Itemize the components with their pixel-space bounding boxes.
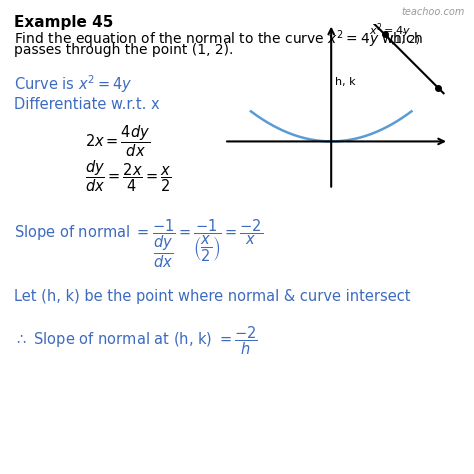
Text: Curve is $x^2 = 4y$: Curve is $x^2 = 4y$ bbox=[14, 73, 133, 95]
Text: $x^2 = 4y$: $x^2 = 4y$ bbox=[369, 21, 410, 40]
Text: Find the equation of the normal to the curve $x^2 = 4y$ which: Find the equation of the normal to the c… bbox=[14, 28, 423, 50]
Text: Differentiate w.r.t. x: Differentiate w.r.t. x bbox=[14, 97, 160, 112]
Text: $2x = \dfrac{4dy}{dx}$: $2x = \dfrac{4dy}{dx}$ bbox=[85, 123, 151, 159]
Text: Let (h, k) be the point where normal & curve intersect: Let (h, k) be the point where normal & c… bbox=[14, 289, 410, 304]
Text: (1, 2): (1, 2) bbox=[390, 35, 420, 45]
Text: h, k: h, k bbox=[336, 77, 356, 87]
Text: $\therefore$ Slope of normal at (h, k) $= \dfrac{-2}{h}$: $\therefore$ Slope of normal at (h, k) $… bbox=[14, 325, 258, 357]
Text: Example 45: Example 45 bbox=[14, 15, 114, 30]
Text: passes through the point (1, 2).: passes through the point (1, 2). bbox=[14, 43, 234, 57]
Text: Slope of normal $= \dfrac{-1}{\dfrac{dy}{dx}} = \dfrac{-1}{\left(\dfrac{x}{2}\ri: Slope of normal $= \dfrac{-1}{\dfrac{dy}… bbox=[14, 218, 264, 270]
Text: $\dfrac{dy}{dx} = \dfrac{2x}{4} = \dfrac{x}{2}$: $\dfrac{dy}{dx} = \dfrac{2x}{4} = \dfrac… bbox=[85, 159, 172, 194]
Text: teachoo.com: teachoo.com bbox=[401, 7, 465, 17]
